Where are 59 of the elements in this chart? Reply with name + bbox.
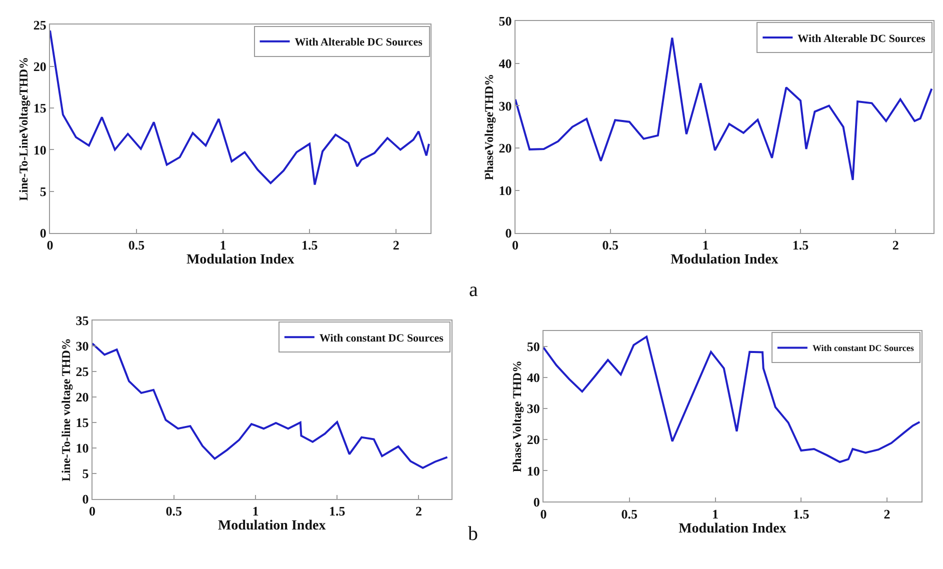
y-tick-label: 0 [40,226,46,241]
y-tick-label: 30 [498,98,512,114]
x-tick-label: 1.5 [792,238,810,253]
legend-label: With constant DC Sources [812,343,914,354]
y-tick-label: 35 [76,313,90,328]
y-tick-label: 20 [498,140,512,156]
y-tick-label: 15 [76,415,90,430]
x-axis-title: Modulation Index [678,521,786,536]
y-tick-label: 20 [33,58,46,74]
x-tick-label: 0.5 [166,504,183,519]
y-axis-title: PhaseVoltageTHD% [482,74,496,180]
y-tick-label: 10 [526,463,540,478]
text: b [468,523,478,545]
y-tick-label: 25 [33,17,47,32]
y-tick-label: 20 [76,390,89,405]
y-tick-label: 30 [76,338,89,354]
y-tick-label: 25 [76,364,90,380]
x-tick-label: 1.5 [301,238,318,253]
y-axis-title: Line-To-line voltage THD% [59,338,73,482]
x-tick-label: 1 [712,506,719,522]
y-tick-label: 10 [76,440,89,456]
x-tick-label: 2 [392,238,400,253]
y-tick-label: 40 [498,56,512,71]
x-tick-label: 1 [220,238,226,253]
x-tick-label: 1 [252,504,259,519]
legend-label: With Alterable DC Sources [798,32,926,45]
x-axis-title: Modulation Index [218,518,326,534]
text: a [469,279,478,301]
line-series [544,336,921,464]
y-tick-label: 15 [33,100,47,116]
x-tick-label: 2 [892,238,899,253]
y-tick-label: 10 [33,142,46,158]
x-tick-label: 1.5 [793,506,810,522]
x-axis-title: Modulation Index [670,252,778,268]
y-tick-label: 0 [533,494,540,510]
x-tick-label: 0.5 [128,238,146,253]
line-series [50,30,430,186]
legend-label: With constant DC Sources [319,332,444,344]
y-tick-label: 30 [526,401,540,416]
y-tick-label: 5 [40,184,47,199]
y-tick-label: 40 [526,370,540,386]
y-axis-title: Line-To-LineVoltageTHD% [16,56,31,201]
y-tick-label: 20 [526,432,540,448]
y-tick-label: 50 [526,339,540,354]
x-axis-title: Modulation Index [186,252,294,268]
y-tick-label: 0 [82,492,89,507]
x-tick-label: 1 [702,238,709,253]
legend-label: With Alterable DC Sources [294,36,424,49]
x-tick-label: 2 [415,504,422,519]
line-series [92,342,448,469]
x-tick-label: 0.5 [602,238,619,253]
y-tick-label: 50 [498,13,512,28]
y-tick-label: 5 [82,466,90,482]
y-axis-title: Phase Voltage THD% [510,360,524,472]
x-tick-label: 0.5 [621,506,638,522]
x-tick-label: 1.5 [329,504,346,519]
x-tick-label: 2 [884,506,890,522]
y-tick-label: 10 [498,183,512,198]
y-tick-label: 0 [505,226,512,241]
